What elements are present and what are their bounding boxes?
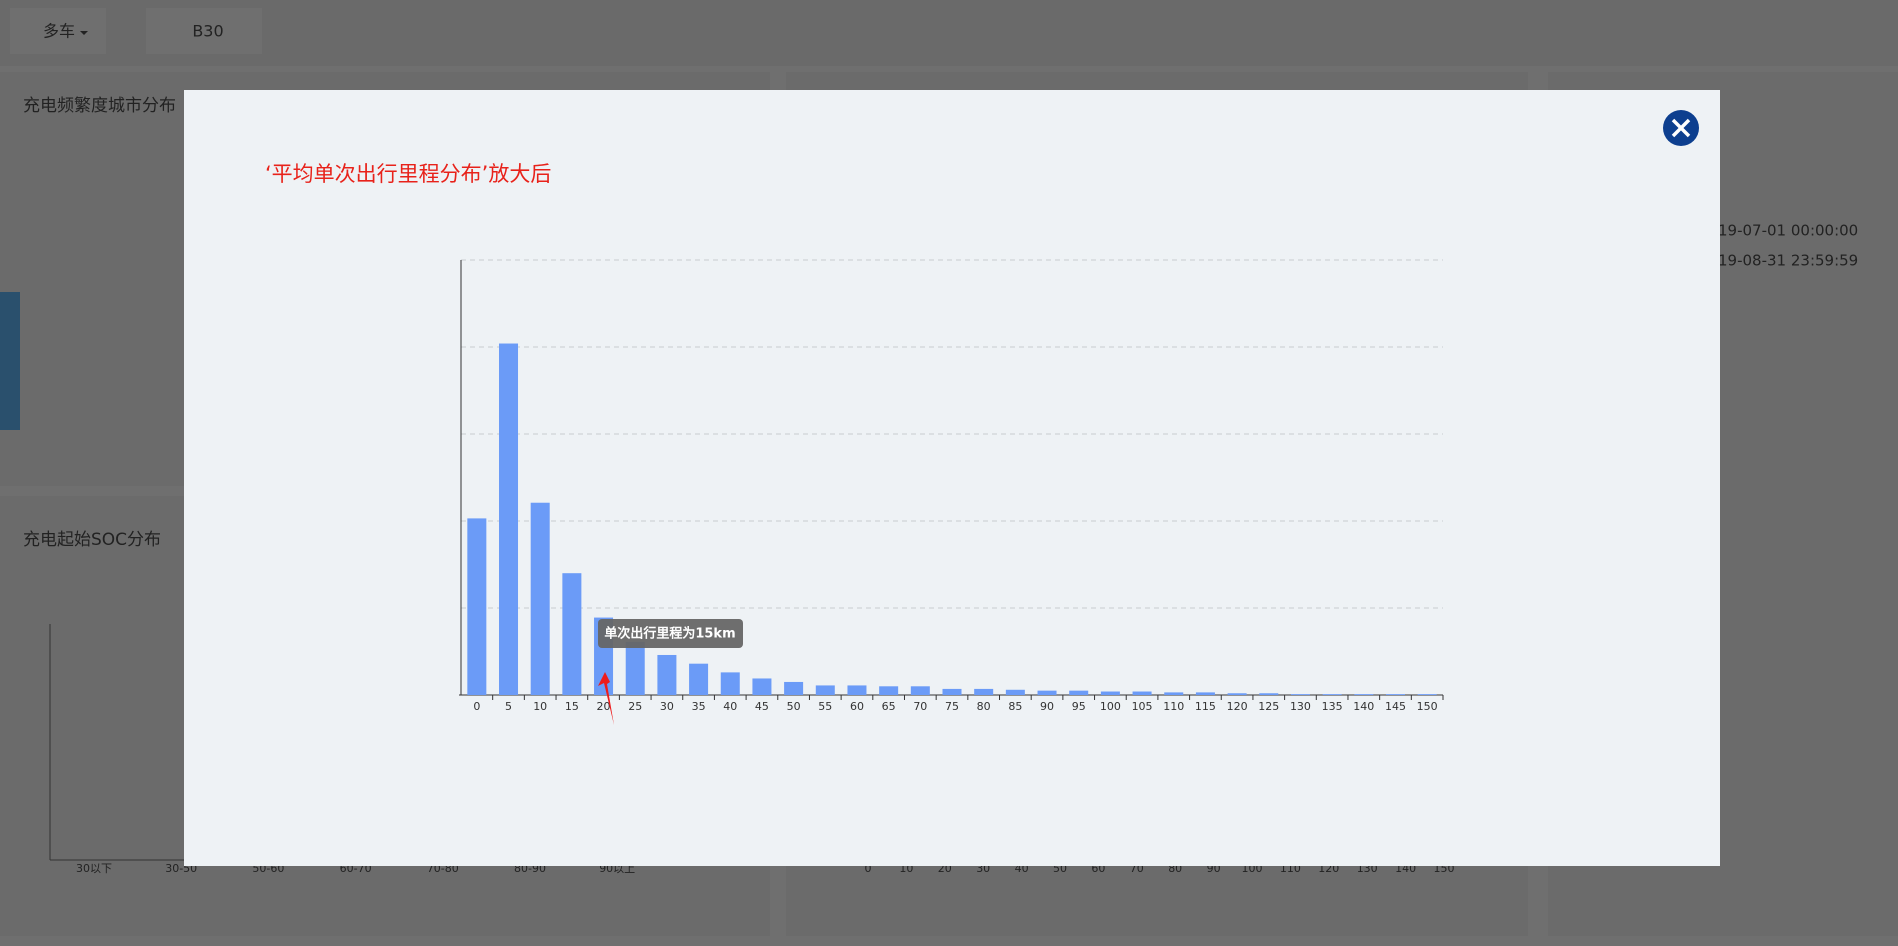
bar <box>1164 692 1184 695</box>
bar <box>1385 694 1405 695</box>
bar <box>910 686 930 695</box>
x-tick-label: 90 <box>1040 700 1054 713</box>
bar <box>1132 691 1152 695</box>
bar <box>1195 692 1215 695</box>
x-tick-label: 105 <box>1132 700 1153 713</box>
bar <box>562 573 582 695</box>
bar <box>815 685 835 695</box>
x-tick-label: 150 <box>1417 700 1438 713</box>
chart: 0 5 10 15 20 25 30 35 40 45 50 55 60 65 70 75 80 85 90 95 10… <box>459 259 1444 713</box>
bar <box>1354 694 1374 695</box>
tooltip-text: 单次出行里程为15km <box>604 626 735 642</box>
model[interactable]: B30 <box>192 22 223 41</box>
x-tick-label: 10 <box>533 700 547 713</box>
start-time: 19-07-01 00:00:00 <box>1718 222 1858 240</box>
bar <box>1227 693 1247 695</box>
top-bar <box>0 0 1898 66</box>
bar <box>1259 693 1279 695</box>
bar <box>467 518 487 695</box>
x-tick-label: 15 <box>565 700 579 713</box>
x-tick-label: 25 <box>628 700 642 713</box>
arrow <box>598 672 614 725</box>
x-tick-label: 120 <box>1227 700 1248 713</box>
x-tick-label: 45 <box>755 700 769 713</box>
model-button[interactable] <box>146 8 262 54</box>
x-tick-label: 140 <box>1353 700 1374 713</box>
panel-title: 充电频繁度城市分布 <box>23 96 176 116</box>
x-tick-label: 135 <box>1322 700 1343 713</box>
vehicle-mode[interactable]: 多车 <box>43 22 75 41</box>
bar <box>942 688 962 695</box>
bar <box>1290 694 1310 695</box>
x-tick-label: 40 <box>723 700 737 713</box>
x-tick-label: 110 <box>1163 700 1184 713</box>
bar <box>530 502 550 695</box>
bar <box>752 678 772 695</box>
tooltip <box>598 619 743 648</box>
modal-title: ‘平均单次出行里程分布’放大后 <box>265 162 551 186</box>
bar <box>784 681 804 695</box>
x-tick-label: 20 <box>597 700 611 713</box>
legend-gradient <box>0 292 20 430</box>
x-tick-label: 50 <box>787 700 801 713</box>
x-tick-label: 70 <box>913 700 927 713</box>
bar <box>974 688 994 695</box>
bar <box>625 641 645 695</box>
dropdown-caret <box>80 31 88 35</box>
x-tick-label: 130 <box>1290 700 1311 713</box>
x-tick-label: 35 <box>692 700 706 713</box>
x-tick-label: 0 <box>865 862 872 875</box>
x-tick-label: 30以下 <box>76 862 112 875</box>
bar <box>657 654 677 695</box>
x-tick-label: 60 <box>850 700 864 713</box>
x-tick-label: 115 <box>1195 700 1216 713</box>
bar <box>499 343 519 695</box>
x-tick-label: 5 <box>505 700 512 713</box>
x-tick-label: 80 <box>977 700 991 713</box>
x-tick-label: 30 <box>660 700 674 713</box>
close-icon[interactable] <box>1671 118 1691 138</box>
end-time: 19-08-31 23:59:59 <box>1718 252 1858 270</box>
bar <box>720 672 740 695</box>
x-tick-label: 95 <box>1072 700 1086 713</box>
x-tick-label: 100 <box>1100 700 1121 713</box>
bar <box>1322 694 1342 695</box>
bar <box>1069 690 1089 695</box>
x-tick-label: 85 <box>1008 700 1022 713</box>
panel-title: 充电起始SOC分布 <box>23 530 161 550</box>
bar <box>1417 694 1437 695</box>
x-tick-label: 75 <box>945 700 959 713</box>
bar <box>1005 689 1025 695</box>
bar <box>879 686 899 695</box>
x-tick-label: 55 <box>818 700 832 713</box>
x-tick-label: 0 <box>473 700 480 713</box>
bar <box>689 663 709 695</box>
bar <box>1100 691 1120 695</box>
modal <box>184 90 1720 866</box>
bar <box>847 685 867 695</box>
x-tick-label: 125 <box>1258 700 1279 713</box>
x-tick-label: 65 <box>882 700 896 713</box>
vehicle-mode-button[interactable] <box>10 8 106 54</box>
bar <box>1037 690 1057 695</box>
x-tick-label: 145 <box>1385 700 1406 713</box>
